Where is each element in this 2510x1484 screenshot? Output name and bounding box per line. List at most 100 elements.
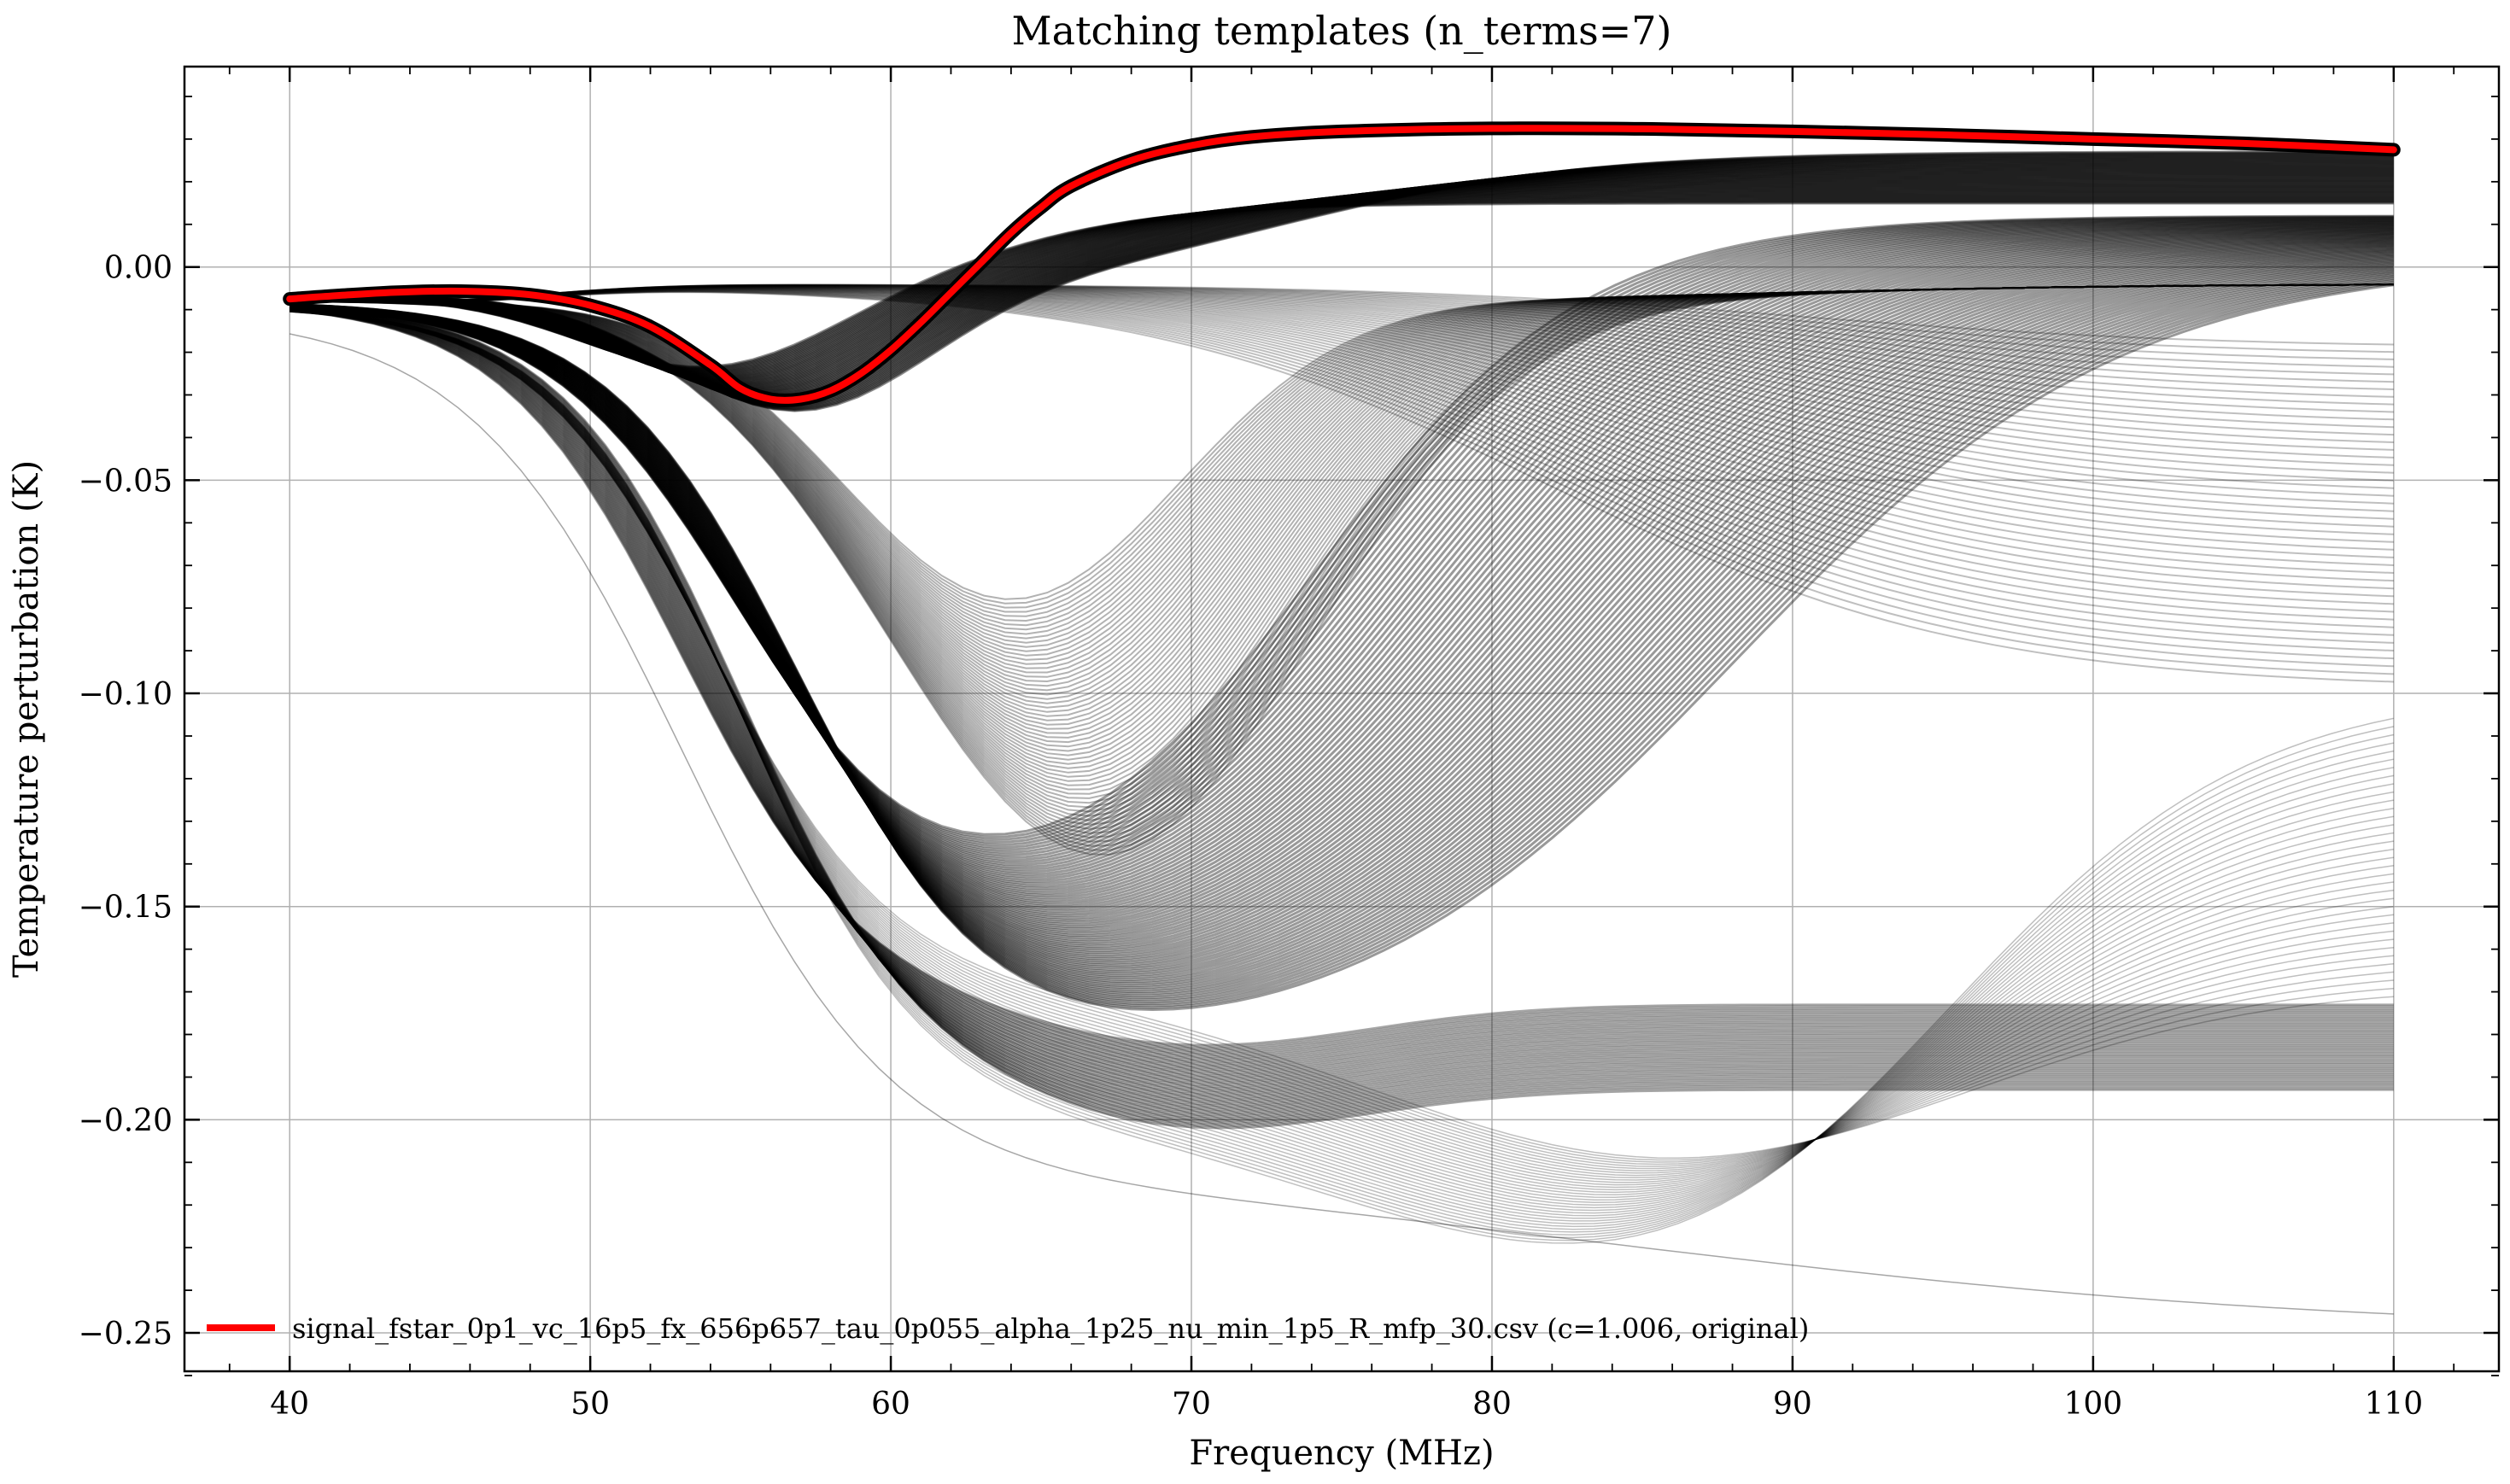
- template-curve: [290, 239, 2394, 928]
- template-curve: [290, 284, 2394, 406]
- template-curve: [290, 250, 2394, 956]
- template-curve: [290, 285, 2394, 443]
- template-curve: [290, 215, 2394, 838]
- template-curve: [290, 285, 2394, 459]
- template-curve: [290, 223, 2394, 871]
- template-curve: [290, 308, 2394, 1056]
- template-curve: [290, 170, 2394, 395]
- template-curve: [290, 283, 2394, 809]
- template-curve: [290, 161, 2394, 404]
- template-curve: [290, 306, 2394, 1100]
- template-curve: [290, 311, 2394, 1167]
- template-curve: [290, 283, 2394, 765]
- template-curve: [290, 176, 2394, 390]
- template-curve: [290, 280, 2394, 1008]
- template-curve: [290, 186, 2394, 382]
- template-curve: [290, 307, 2394, 1084]
- template-curve: [290, 307, 2394, 1095]
- template-curve: [290, 306, 2394, 1114]
- template-curve: [290, 222, 2394, 869]
- template-curve: [290, 252, 2394, 961]
- template-curve: [290, 159, 2394, 405]
- template-curve: [290, 311, 2394, 1179]
- template-curve: [290, 244, 2394, 944]
- template-curve: [290, 236, 2394, 920]
- template-curve: [290, 283, 2394, 752]
- template-curve: [290, 247, 2394, 948]
- template-curve: [290, 214, 2394, 836]
- template-curves: [290, 150, 2395, 1315]
- template-curve: [290, 311, 2394, 1166]
- template-curve: [290, 283, 2394, 657]
- template-curve: [290, 283, 2394, 661]
- template-curve: [290, 285, 2394, 474]
- template-curve: [290, 278, 2394, 1006]
- template-curve: [290, 219, 2394, 854]
- template-curve: [290, 167, 2394, 398]
- template-curve: [290, 264, 2394, 984]
- template-curve: [290, 306, 2394, 1119]
- y-tick-label: −0.05: [79, 464, 173, 499]
- template-curve: [290, 286, 2394, 512]
- template-curve: [290, 288, 2394, 566]
- template-curve: [290, 283, 2394, 704]
- template-curve: [290, 224, 2394, 876]
- template-curve: [290, 283, 2394, 748]
- template-curve: [290, 286, 2394, 528]
- template-curve: [290, 307, 2394, 1077]
- template-curve: [290, 231, 2394, 902]
- template-curve: [290, 308, 2394, 1052]
- template-curve: [290, 288, 2394, 590]
- template-curve: [290, 310, 2394, 1233]
- template-curve: [290, 283, 2394, 696]
- template-curve: [290, 175, 2394, 391]
- template-curve: [290, 310, 2394, 1239]
- template-curve: [290, 308, 2394, 1058]
- template-curve: [290, 307, 2394, 1072]
- template-curve: [290, 162, 2394, 402]
- template-curve: [290, 283, 2394, 761]
- template-curve: [290, 283, 2394, 847]
- template-curve: [290, 308, 2394, 1049]
- template-curve: [290, 305, 2394, 1130]
- template-curve: [290, 283, 2394, 795]
- template-curve: [290, 309, 2394, 1047]
- template-curve: [290, 283, 2394, 683]
- template-curve: [290, 306, 2394, 1111]
- template-curve: [290, 310, 2394, 1222]
- template-curve: [290, 218, 2394, 851]
- template-curve: [290, 307, 2394, 1081]
- template-curve: [290, 217, 2394, 847]
- template-curve: [290, 232, 2394, 909]
- template-curve: [290, 310, 2394, 1196]
- template-curve: [290, 284, 2394, 383]
- template-curve: [290, 180, 2394, 387]
- template-curve: [290, 308, 2394, 1054]
- template-curve: [290, 234, 2394, 913]
- template-curve: [290, 289, 2394, 636]
- template-curve: [290, 251, 2394, 959]
- template-curve: [290, 202, 2394, 369]
- template-curve: [290, 306, 2394, 1113]
- template-curve: [290, 310, 2394, 1201]
- template-curve: [290, 238, 2394, 926]
- template-curve: [290, 231, 2394, 904]
- template-curve: [290, 307, 2394, 1094]
- template-curve: [290, 272, 2394, 996]
- template-curve: [290, 310, 2394, 1230]
- template-curve: [290, 289, 2394, 605]
- template-curve: [290, 310, 2394, 1186]
- template-curve: [290, 310, 2394, 1212]
- template-curve: [290, 177, 2394, 389]
- template-curve: [290, 254, 2394, 965]
- template-curve: [290, 290, 2394, 660]
- x-tick-label: 100: [2064, 1387, 2123, 1422]
- template-curve: [290, 201, 2394, 370]
- template-curve: [290, 307, 2394, 1078]
- template-curve: [290, 227, 2394, 888]
- template-curve: [290, 219, 2394, 856]
- template-curve: [290, 283, 2394, 834]
- template-curve: [290, 283, 2394, 635]
- template-curve: [290, 285, 2394, 451]
